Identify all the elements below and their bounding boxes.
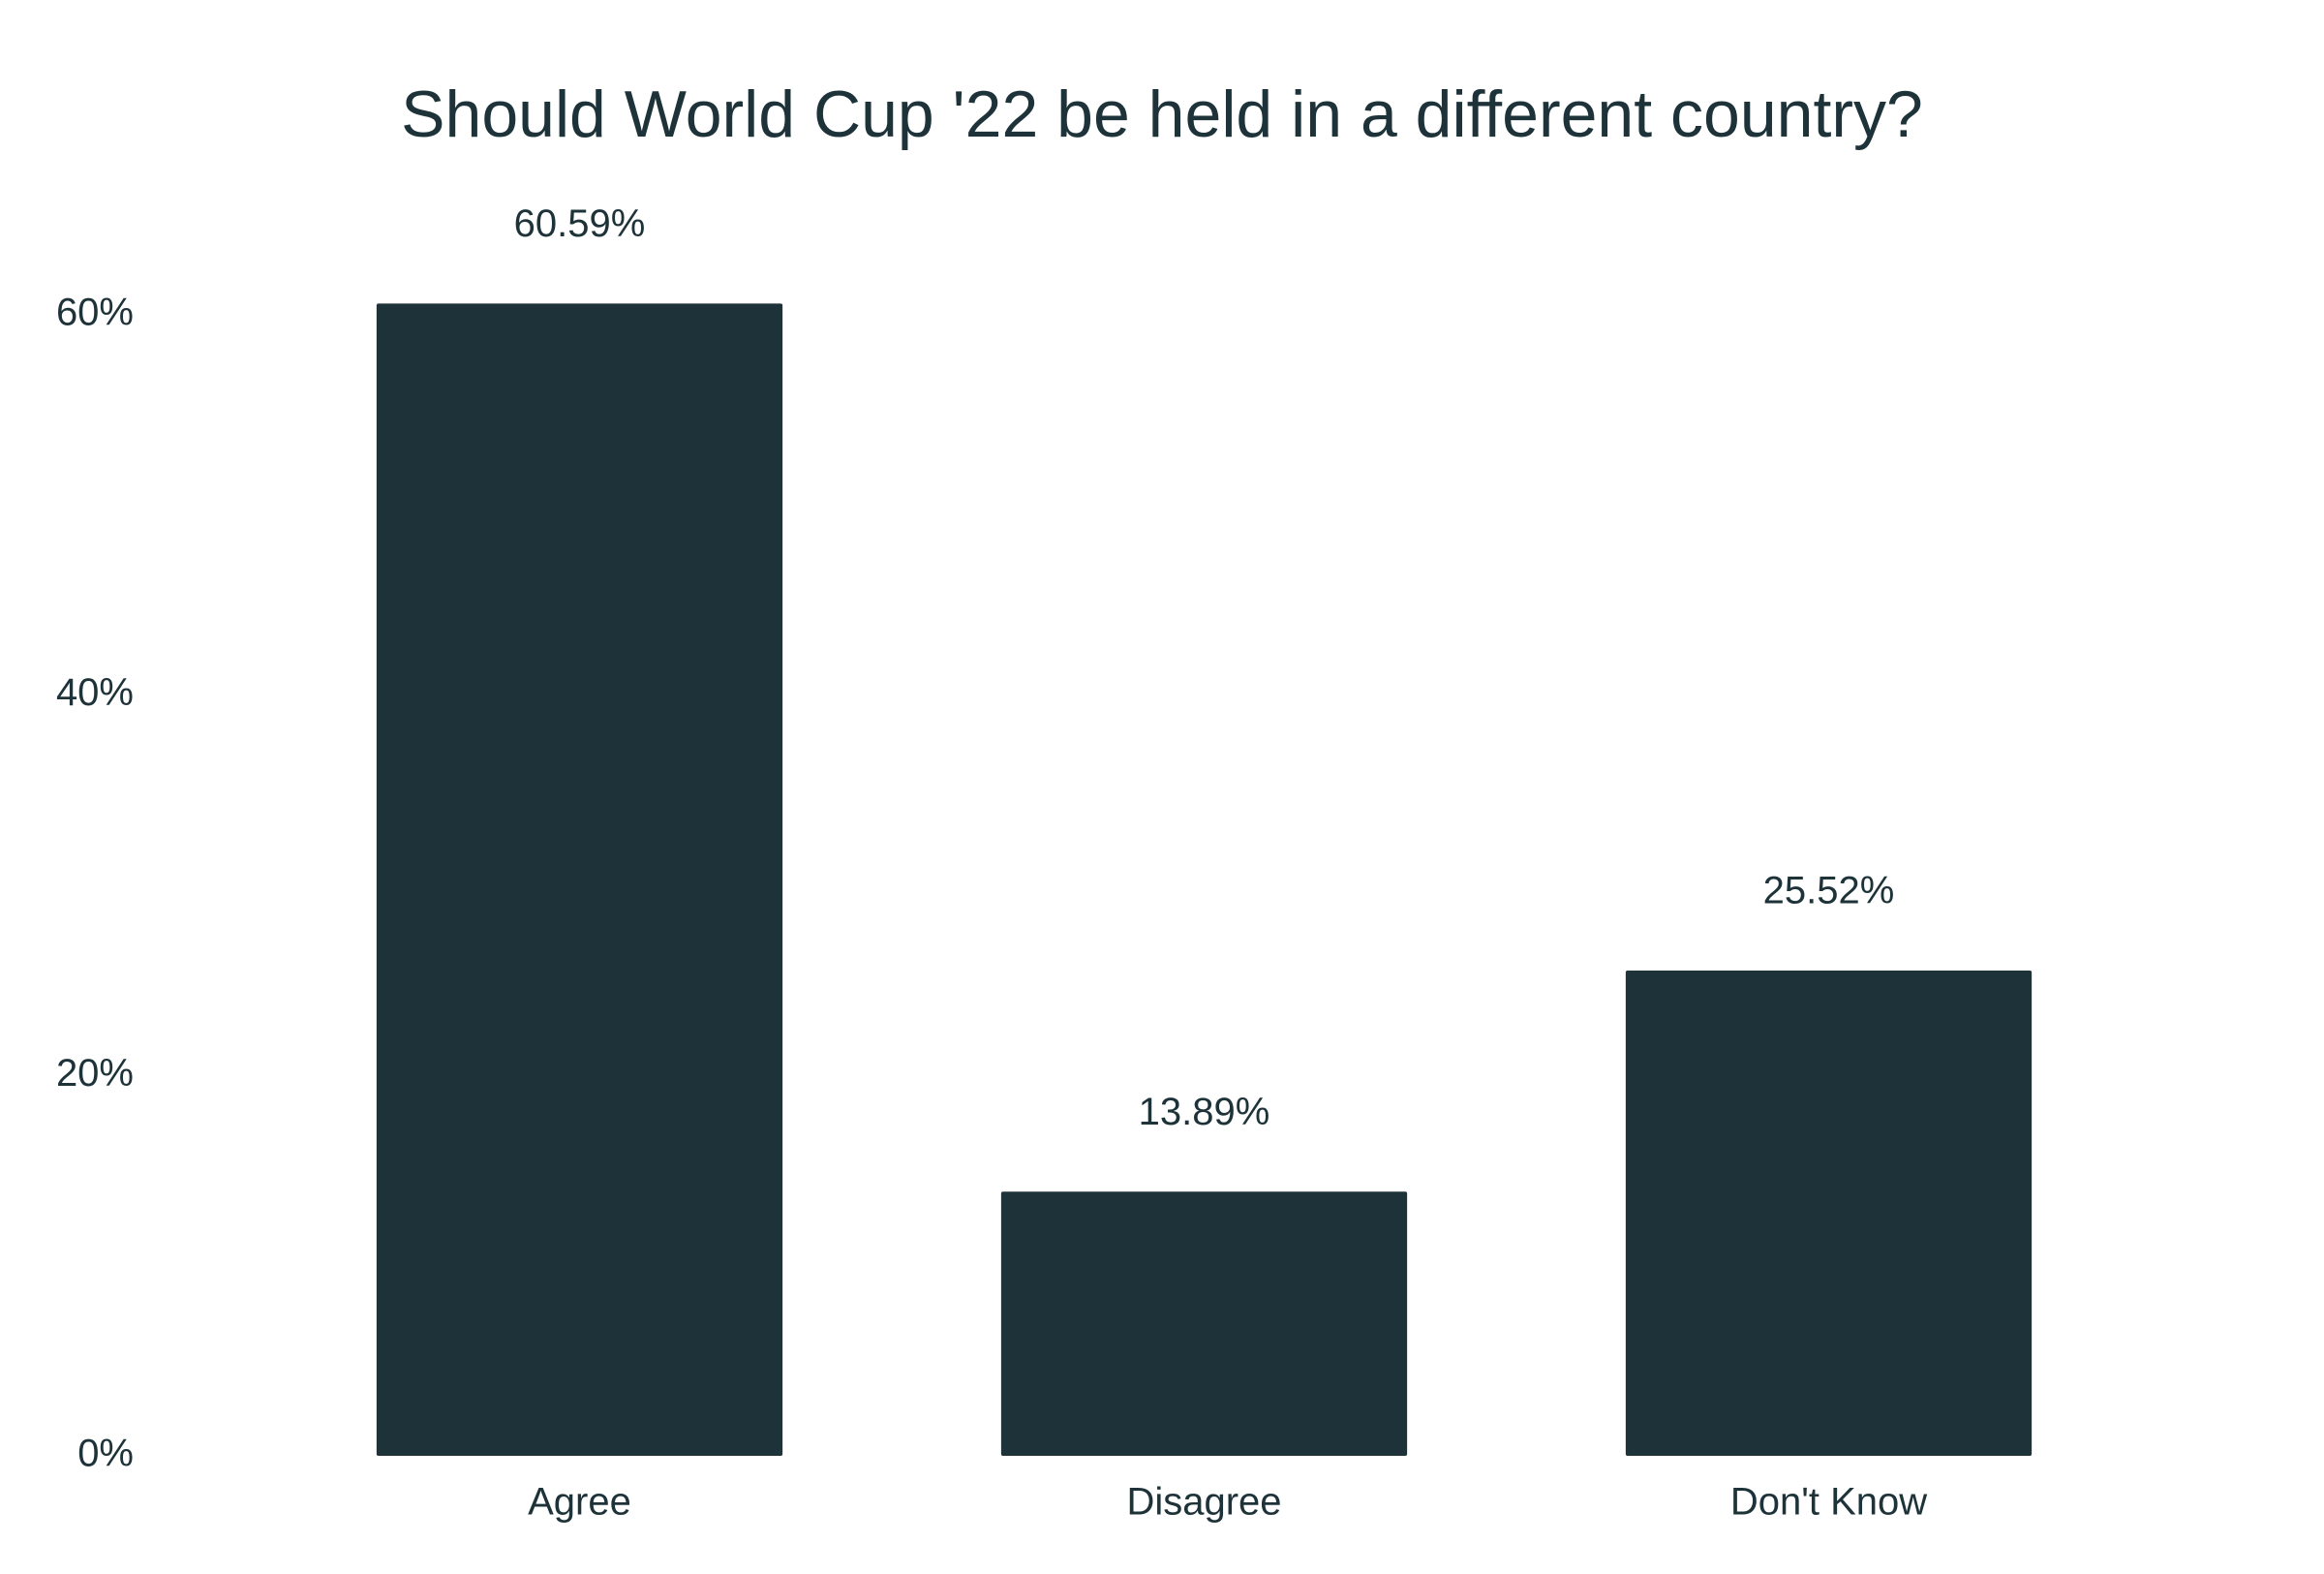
x-tick-label: Don't Know	[1730, 1481, 1927, 1524]
bar	[376, 303, 783, 1457]
value-label: 60.59%	[514, 202, 646, 245]
chart-title: Should World Cup '22 be held in a differ…	[401, 77, 1923, 151]
value-label: 13.89%	[1139, 1091, 1270, 1133]
bar	[1000, 1191, 1408, 1456]
y-tick-label: 0%	[77, 1433, 134, 1475]
y-tick-label: 20%	[56, 1052, 134, 1095]
x-tick-label: Agree	[528, 1481, 631, 1524]
y-tick-label: 40%	[56, 671, 134, 714]
value-label: 25.52%	[1763, 870, 1895, 912]
bar	[1625, 970, 2033, 1456]
y-tick-label: 60%	[56, 292, 134, 334]
x-tick-label: Disagree	[1126, 1481, 1281, 1524]
